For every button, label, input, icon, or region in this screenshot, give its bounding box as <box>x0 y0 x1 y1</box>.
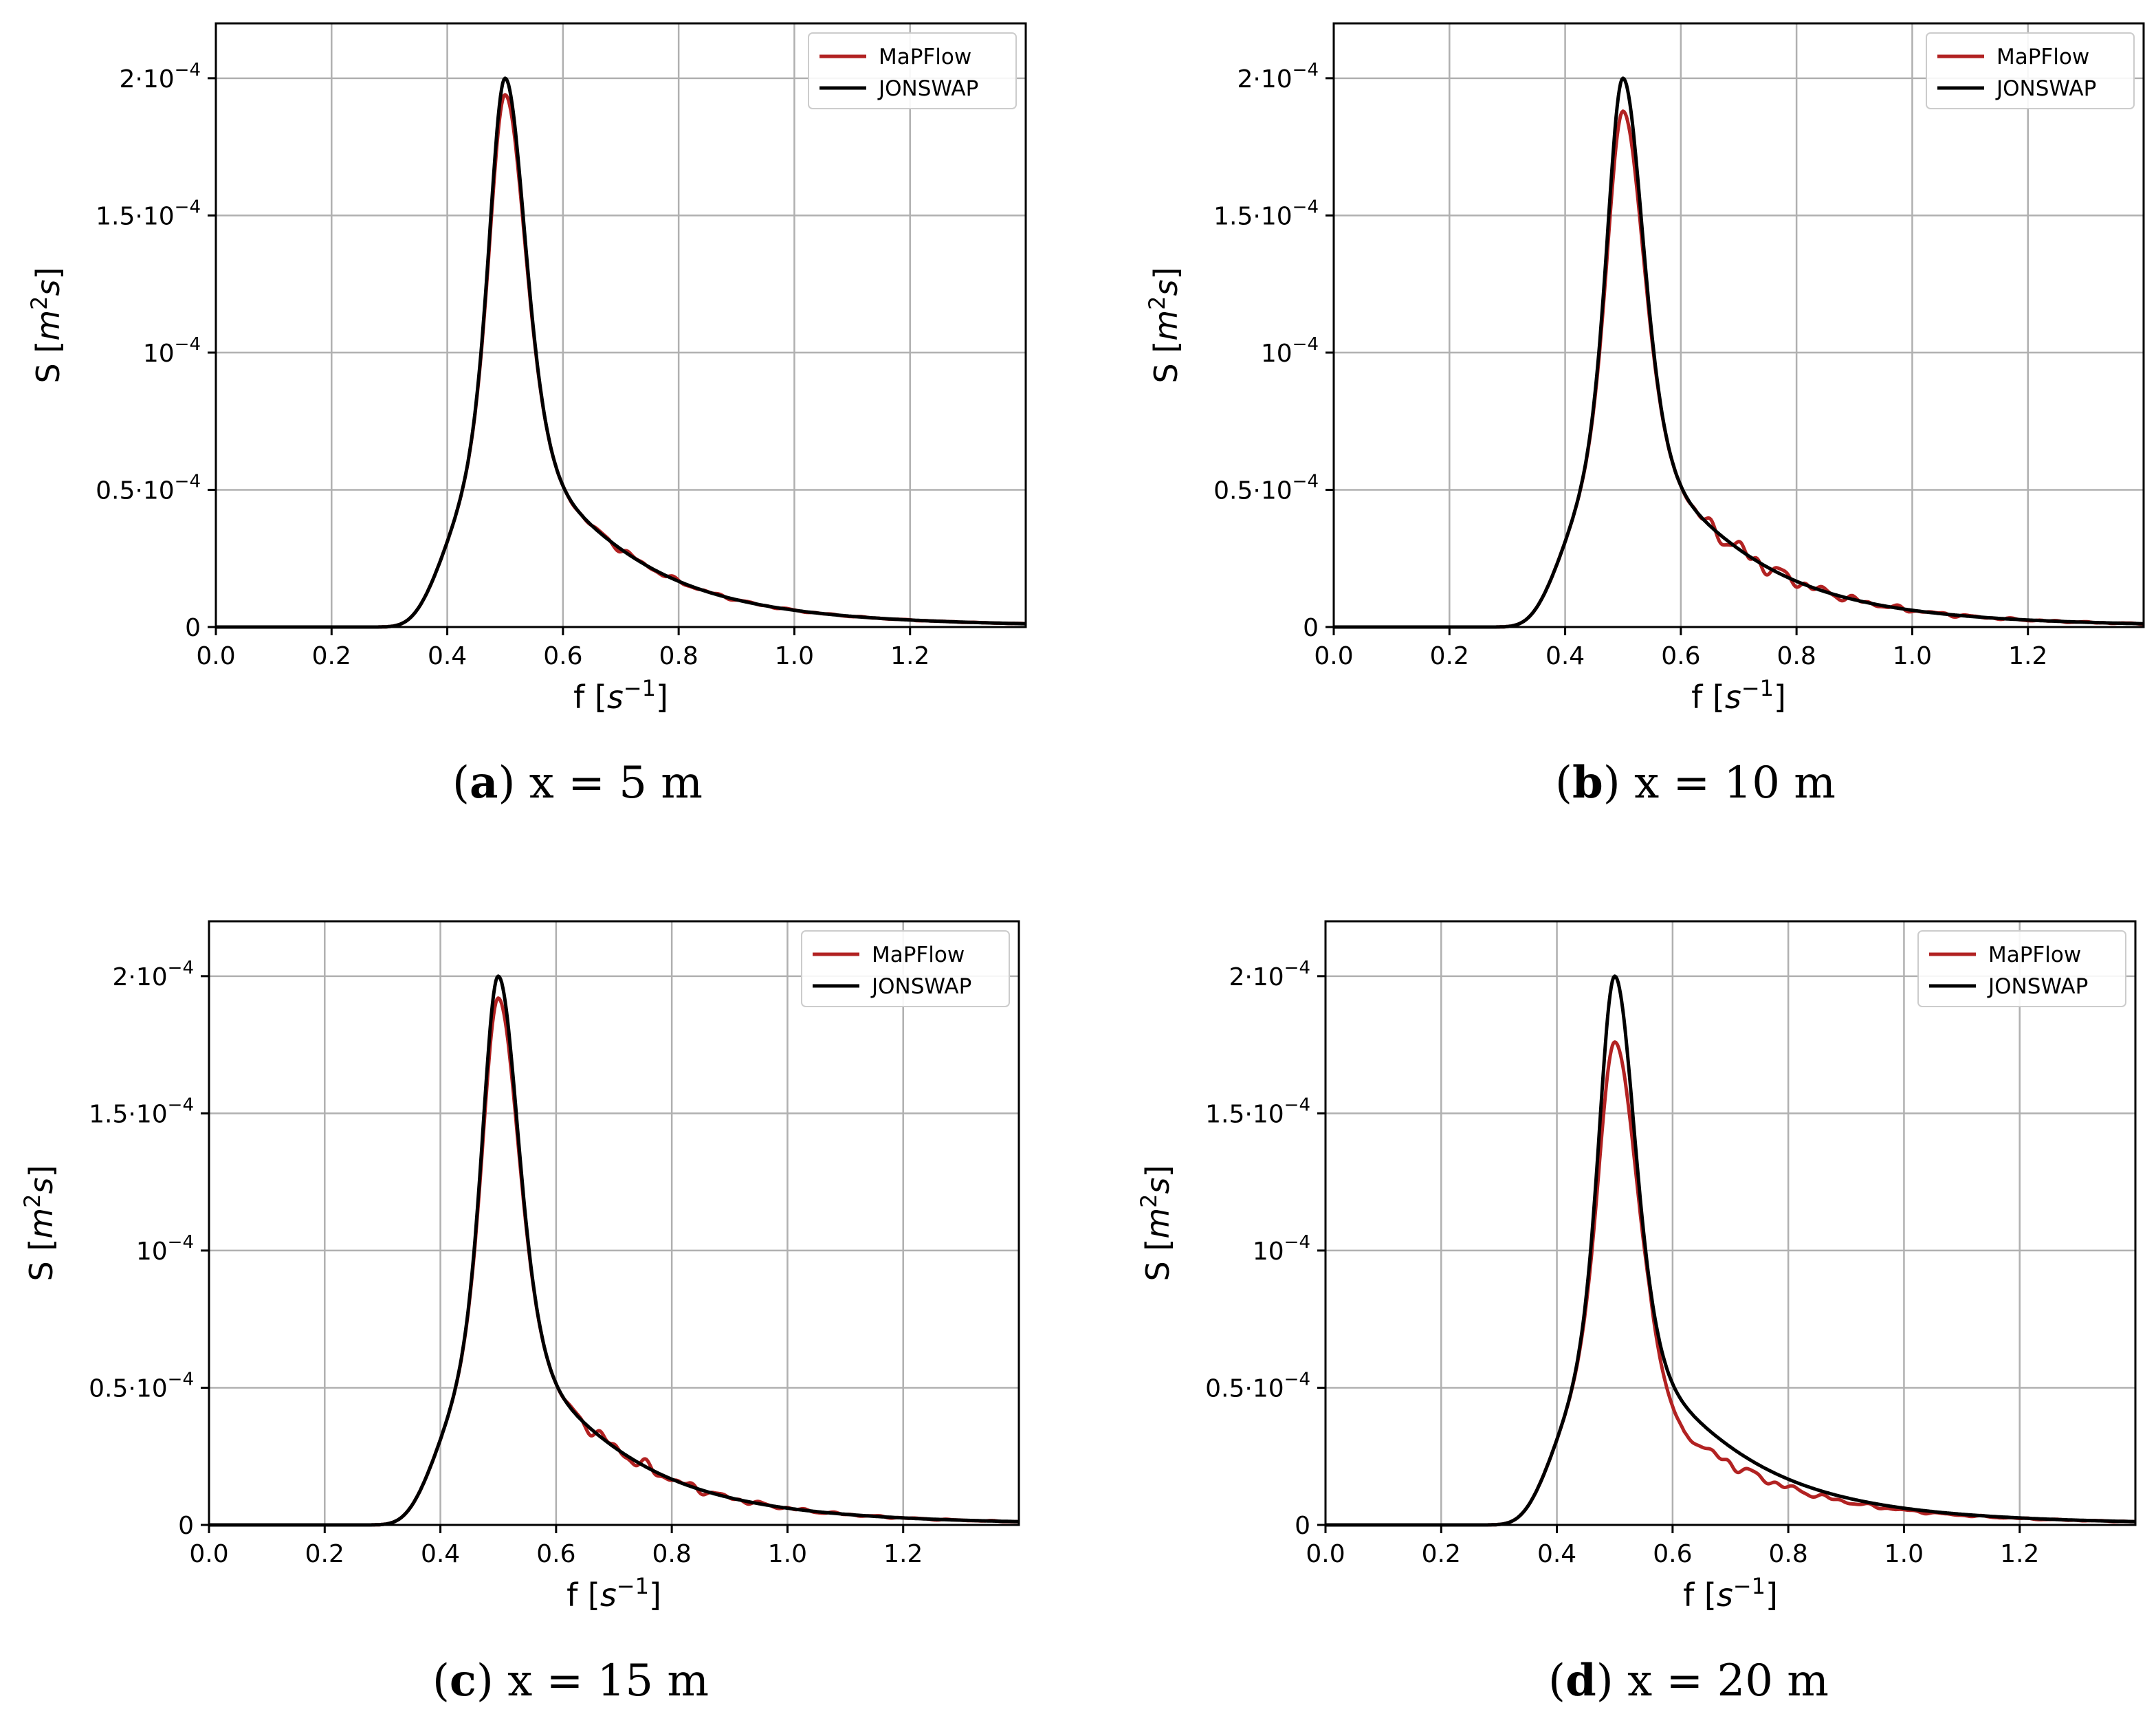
y-axis-label: S [m2s] <box>1136 1165 1176 1282</box>
x-tick-label: 0.4 <box>1546 642 1585 670</box>
legend-jonswap-label: JONSWAP <box>877 76 978 101</box>
x-tick-label: 1.2 <box>883 1540 923 1568</box>
x-tick-label: 1.0 <box>768 1540 807 1568</box>
y-tick-label: 10−4 <box>1253 1232 1310 1266</box>
x-tick-label: 1.2 <box>2008 642 2047 670</box>
x-tick-label: 0.8 <box>1777 642 1816 670</box>
y-axis-label: S [m2s] <box>26 267 67 384</box>
panel-caption: (c) x = 15 m <box>432 1655 709 1706</box>
y-tick-label: 0 <box>1303 614 1319 642</box>
x-axis-label: f [s−1] <box>573 675 668 716</box>
y-tick-label: 10−4 <box>143 334 201 368</box>
x-tick-label: 0.2 <box>1422 1540 1461 1568</box>
axes-frame <box>1332 22 2145 628</box>
x-axis-label: f [s−1] <box>1691 675 1786 716</box>
subplot-a: 0.0 0.2 0.4 0.6 0.8 1.0 1.2 0 0.5·10−4 10−4 1.5·10… <box>26 22 1027 809</box>
y-tick-label: 0.5·10−4 <box>1213 471 1319 505</box>
legend-mapflow-label: MaPFlow <box>1988 943 2081 967</box>
x-tick-label: 1.2 <box>890 642 930 670</box>
x-tick-label: 0.6 <box>543 642 582 670</box>
x-tick-label: 0.6 <box>536 1540 575 1568</box>
subplot-c: 0.0 0.2 0.4 0.6 0.8 1.0 1.2 0 0.5·10−4 10−4 1.5·10… <box>19 920 1020 1706</box>
y-tick-label: 1.5·10−4 <box>96 197 201 230</box>
legend-jonswap-label: JONSWAP <box>1987 974 2088 999</box>
panel-caption: (b) x = 10 m <box>1555 757 1836 809</box>
y-tick-label: 0.5·10−4 <box>1205 1369 1310 1403</box>
axes-frame <box>1324 920 2137 1526</box>
y-tick-label: 2·10−4 <box>1238 60 1319 94</box>
legend: MaPFlow JONSWAP <box>1926 32 2135 109</box>
x-tick-label: 0.4 <box>421 1540 460 1568</box>
x-tick-label: 0.2 <box>305 1540 344 1568</box>
mapflow-line <box>1325 1040 2136 1527</box>
x-tick-label: 1.0 <box>1893 642 1932 670</box>
x-tick-label: 0.0 <box>1314 642 1353 670</box>
legend-mapflow-label: MaPFlow <box>879 45 971 69</box>
y-tick-label: 10−4 <box>1261 334 1319 368</box>
subplot-d: 0.0 0.2 0.4 0.6 0.8 1.0 1.2 0 0.5·10−4 10−4 1.5·10… <box>1136 920 2137 1706</box>
x-tick-label: 1.0 <box>775 642 814 670</box>
x-tick-label: 0.6 <box>1653 1540 1692 1568</box>
x-tick-label: 1.2 <box>2000 1540 2039 1568</box>
x-tick-label: 1.0 <box>1884 1540 1924 1568</box>
panel-caption: (a) x = 5 m <box>452 757 703 809</box>
axes-frame <box>214 22 1027 628</box>
y-axis-label: S [m2s] <box>19 1165 60 1282</box>
y-tick-label: 2·10−4 <box>1229 958 1310 991</box>
axes-frame <box>208 920 1020 1526</box>
x-axis-label: f [s−1] <box>566 1573 661 1614</box>
subplot-b: 0.0 0.2 0.4 0.6 0.8 1.0 1.2 0 0.5·10−4 10−4 1.5·10… <box>1144 22 2145 809</box>
x-tick-label: 0.8 <box>1769 1540 1808 1568</box>
x-tick-label: 0.8 <box>659 642 698 670</box>
y-tick-label: 0.5·10−4 <box>89 1369 194 1403</box>
x-tick-label: 0.4 <box>428 642 467 670</box>
x-tick-label: 0.2 <box>1430 642 1469 670</box>
y-tick-label: 0 <box>1295 1512 1310 1540</box>
y-tick-label: 2·10−4 <box>113 958 194 991</box>
y-tick-label: 2·10−4 <box>120 60 201 94</box>
y-tick-label: 0 <box>178 1512 194 1540</box>
y-axis-label: S [m2s] <box>1144 267 1185 384</box>
x-tick-label: 0.4 <box>1537 1540 1576 1568</box>
legend-jonswap-label: JONSWAP <box>870 974 971 999</box>
legend: MaPFlow JONSWAP <box>808 32 1017 109</box>
legend: MaPFlow JONSWAP <box>1917 930 2126 1007</box>
x-tick-label: 0.6 <box>1661 642 1700 670</box>
panel-caption: (d) x = 20 m <box>1548 1655 1829 1706</box>
y-tick-label: 1.5·10−4 <box>1205 1095 1310 1128</box>
y-tick-label: 10−4 <box>136 1232 194 1266</box>
y-tick-label: 1.5·10−4 <box>89 1095 194 1128</box>
y-tick-label: 0 <box>185 614 201 642</box>
legend-mapflow-label: MaPFlow <box>872 943 965 967</box>
legend-mapflow-label: MaPFlow <box>1996 45 2089 69</box>
legend: MaPFlow JONSWAP <box>801 930 1010 1007</box>
x-tick-label: 0.0 <box>196 642 235 670</box>
x-tick-label: 0.0 <box>189 1540 228 1568</box>
y-tick-label: 1.5·10−4 <box>1213 197 1319 230</box>
x-axis-label: f [s−1] <box>1683 1573 1778 1614</box>
x-tick-label: 0.8 <box>652 1540 692 1568</box>
legend-jonswap-label: JONSWAP <box>1995 76 2096 101</box>
y-tick-label: 0.5·10−4 <box>96 471 201 505</box>
x-tick-label: 0.2 <box>312 642 351 670</box>
x-tick-label: 0.0 <box>1306 1540 1345 1568</box>
